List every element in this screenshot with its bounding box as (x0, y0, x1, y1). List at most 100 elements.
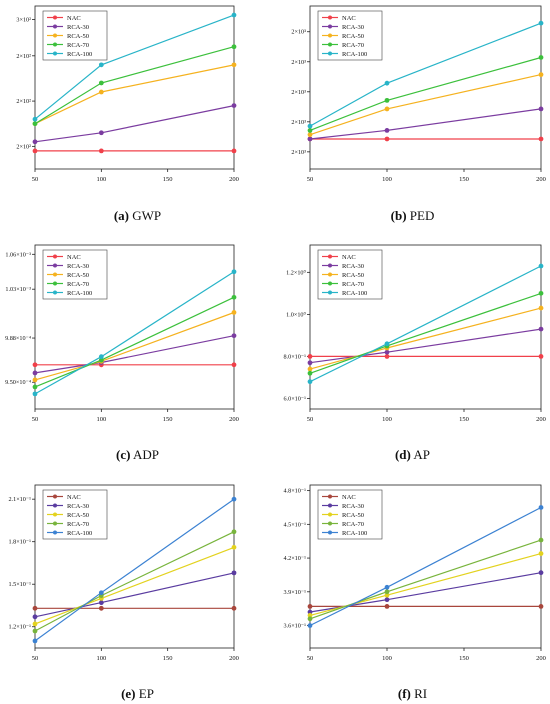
legend-label: RCA-50 (342, 33, 364, 40)
legend: NAC RCA-30 RCA-50 RCA-70 RCA-100 (42, 489, 108, 540)
chart-panel-e: 50 100 150 200 1.2×10⁻¹ 1.5×10⁻¹ 1.8×10⁻¹ 2.1×1… (8, 484, 239, 662)
data-point-rca-50 (231, 62, 237, 68)
data-point-rca-70 (538, 537, 544, 543)
y-tick-label: 1.8×10⁻¹ (8, 539, 31, 546)
legend-swatch-marker (328, 290, 332, 295)
data-point-nac (538, 354, 544, 359)
legend-label: NAC (342, 254, 356, 261)
data-point-rca-30 (307, 609, 313, 615)
data-point-rca-30 (307, 360, 313, 366)
caption-letter: (d) (394, 447, 411, 462)
data-point-rca-70 (307, 370, 313, 376)
data-point-rca-100 (307, 123, 313, 129)
caption-text: RI (414, 686, 428, 701)
legend-label: RCA-30 (67, 263, 89, 270)
data-point-rca-30 (384, 349, 390, 355)
data-point-nac (231, 148, 237, 154)
data-point-rca-30 (384, 127, 390, 133)
legend-label: RCA-50 (67, 272, 89, 279)
y-tick-label: 8.0×10⁻¹ (283, 353, 306, 360)
legend-swatch-marker (53, 254, 57, 259)
x-tick-label: 100 (382, 176, 392, 183)
series-line-rca-30 (309, 108, 542, 140)
legend-swatch-marker (328, 281, 332, 286)
data-point-rca-30 (32, 370, 38, 376)
data-point-rca-100 (32, 116, 38, 122)
data-point-rca-50 (32, 621, 38, 627)
data-point-rca-100 (98, 62, 104, 68)
x-tick-label: 100 (382, 416, 392, 423)
series-line-rca-50 (309, 307, 542, 370)
data-point-rca-100 (231, 269, 237, 275)
data-point-rca-50 (538, 72, 544, 78)
x-tick-label: 100 (382, 655, 392, 662)
data-point-rca-100 (538, 20, 544, 26)
chart-panel-c: 50 100 150 200 9.50×10⁻⁴ 9.88×10⁻⁴ 1.03×10⁻³ 1.… (5, 244, 239, 423)
caption-letter: (f) (397, 686, 411, 701)
legend: NAC RCA-30 RCA-50 RCA-70 RCA-100 (317, 489, 383, 540)
data-point-nac (98, 605, 104, 611)
legend-swatch-marker (328, 503, 332, 508)
data-point-rca-30 (231, 333, 237, 339)
caption-b: (b) PED (275, 208, 550, 224)
data-point-rca-70 (307, 127, 313, 133)
y-tick-label: 4.8×10⁻¹ (283, 488, 306, 495)
data-point-rca-70 (231, 44, 237, 50)
caption-f: (f) RI (275, 686, 550, 702)
data-point-rca-70 (32, 384, 38, 390)
data-point-rca-70 (32, 628, 38, 634)
series-line-rca-70 (34, 531, 235, 632)
y-tick-label: 2×10³ (291, 59, 306, 66)
plot-frame (34, 5, 235, 170)
data-point-rca-50 (231, 310, 237, 315)
y-tick-label: 1.06×10⁻³ (5, 251, 31, 258)
caption-e: (e) EP (0, 686, 275, 702)
data-point-rca-30 (231, 570, 237, 576)
x-tick-label: 100 (96, 416, 106, 423)
legend-swatch-marker (328, 530, 332, 535)
legend: NAC RCA-30 RCA-50 RCA-70 RCA-100 (42, 249, 108, 300)
data-point-rca-100 (307, 379, 313, 385)
legend-swatch-marker (328, 254, 332, 259)
data-point-rca-100 (98, 354, 104, 360)
x-tick-label: 150 (459, 655, 469, 662)
data-point-rca-70 (98, 357, 104, 363)
chart-panel-a: 50 100 150 200 2×10² 2×10² 2×10² 3×10² NAC RCA-30… (16, 5, 239, 183)
data-point-rca-70 (538, 290, 544, 296)
x-tick-label: 200 (536, 416, 546, 423)
data-point-nac (384, 604, 390, 609)
data-point-rca-70 (231, 529, 237, 535)
legend-swatch-marker (328, 512, 332, 517)
data-point-rca-100 (307, 623, 313, 628)
x-tick-label: 200 (229, 416, 239, 423)
legend-swatch-marker (328, 33, 332, 38)
x-tick-label: 50 (32, 655, 39, 662)
caption-letter: (b) (390, 208, 407, 223)
data-point-rca-30 (32, 614, 38, 620)
data-point-rca-50 (538, 305, 544, 311)
y-tick-label: 2×10² (16, 143, 31, 150)
series-line-rca-30 (309, 328, 542, 364)
y-tick-label: 4.5×10⁻¹ (283, 521, 306, 528)
legend-label: RCA-70 (342, 521, 364, 528)
y-tick-label: 3×10² (16, 17, 31, 24)
caption-text: AP (413, 447, 431, 462)
legend-swatch-marker (328, 263, 332, 268)
data-point-nac (32, 148, 38, 154)
legend-label: RCA-100 (67, 51, 92, 58)
y-tick-label: 3.9×10⁻¹ (283, 589, 306, 596)
x-tick-label: 100 (96, 176, 106, 183)
legend-label: RCA-30 (67, 24, 89, 31)
legend-swatch-marker (328, 494, 332, 499)
data-point-nac (384, 354, 390, 359)
x-tick-label: 150 (163, 416, 173, 423)
x-tick-label: 200 (536, 655, 546, 662)
x-tick-label: 150 (163, 655, 173, 662)
data-point-nac (538, 604, 544, 609)
y-tick-label: 4.2×10⁻¹ (283, 555, 306, 562)
data-point-rca-30 (98, 600, 104, 606)
legend-swatch-marker (53, 281, 57, 286)
x-tick-label: 50 (32, 416, 39, 423)
legend-swatch-marker (53, 530, 57, 535)
